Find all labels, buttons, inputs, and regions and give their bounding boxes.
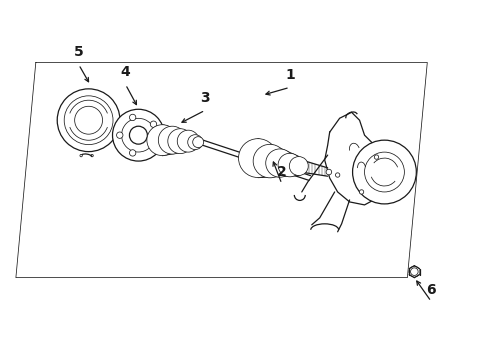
Text: 2: 2 <box>277 165 287 179</box>
Ellipse shape <box>289 157 308 176</box>
Ellipse shape <box>374 155 379 159</box>
Ellipse shape <box>64 96 113 145</box>
Ellipse shape <box>266 149 294 177</box>
Ellipse shape <box>177 130 199 152</box>
Text: 3: 3 <box>200 91 210 105</box>
Ellipse shape <box>278 153 301 177</box>
Ellipse shape <box>353 140 416 204</box>
Ellipse shape <box>129 126 147 144</box>
Ellipse shape <box>74 106 102 134</box>
Ellipse shape <box>253 144 287 178</box>
Text: 5: 5 <box>74 45 83 59</box>
Ellipse shape <box>411 268 418 275</box>
Ellipse shape <box>336 173 340 177</box>
Text: 4: 4 <box>121 66 130 80</box>
Ellipse shape <box>117 132 123 138</box>
Ellipse shape <box>57 89 120 152</box>
Ellipse shape <box>150 143 157 149</box>
Ellipse shape <box>239 139 277 177</box>
Ellipse shape <box>150 121 157 127</box>
Text: 6: 6 <box>426 283 436 297</box>
Ellipse shape <box>129 150 136 156</box>
Ellipse shape <box>129 114 136 121</box>
Ellipse shape <box>188 135 203 150</box>
Text: 1: 1 <box>285 68 294 82</box>
Ellipse shape <box>193 137 204 148</box>
Ellipse shape <box>147 125 178 156</box>
Ellipse shape <box>168 129 193 154</box>
Ellipse shape <box>113 109 164 161</box>
Ellipse shape <box>365 152 404 192</box>
Ellipse shape <box>158 126 186 154</box>
Ellipse shape <box>326 169 332 175</box>
Ellipse shape <box>359 190 364 194</box>
